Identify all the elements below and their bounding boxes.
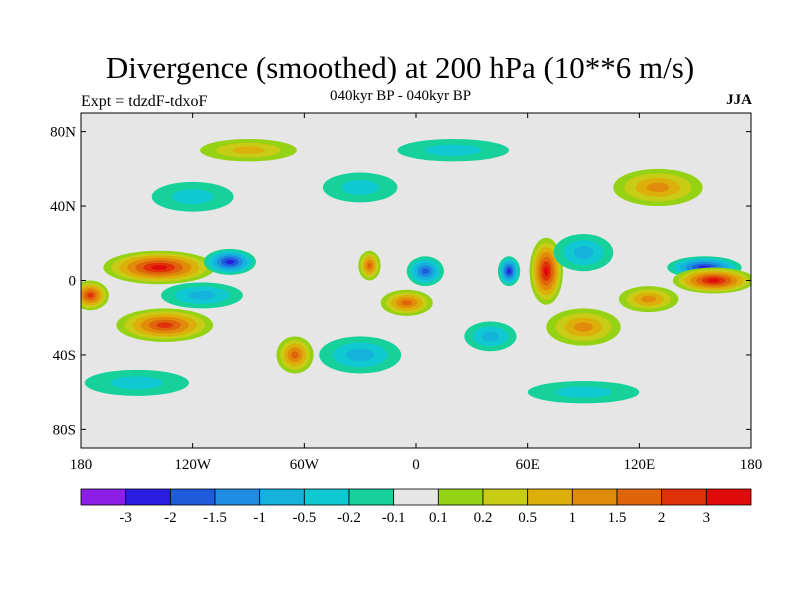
lon-tick-label: 60E [516,457,540,473]
divergence-contour-3-5 [225,259,235,265]
divergence-contour-2-5 [87,292,94,298]
colorbar-label: 0.5 [518,510,537,526]
colorbar-swatch [214,488,261,506]
divergence-contour-24-2 [232,146,265,154]
chart-title: Divergence (smoothed) at 200 hPa (10**6 … [105,50,695,85]
colorbar-swatch [482,488,529,506]
colorbar-swatch [125,488,171,506]
divergence-contour-23-1 [555,386,612,398]
lat-tick-label: 40N [50,199,76,215]
divergence-contour-22-1 [110,376,163,390]
colorbar-swatch [348,488,395,506]
divergence-contour-0-6 [151,265,168,270]
lon-tick-label: 120W [174,457,212,473]
colorbar-swatch [303,488,350,506]
colorbar-label: 1 [569,510,577,526]
colorbar-swatch [705,488,752,506]
colorbar-label: -0.1 [382,510,406,526]
divergence-contour-20-1 [172,189,214,205]
colorbar-label: -0.2 [337,510,361,526]
colorbar-swatch [616,488,663,506]
colorbar-label: -0.5 [292,510,316,526]
divergence-contour-6-4 [401,300,412,306]
lon-tick-label: 180 [740,457,763,473]
colorbar-label: -1 [253,510,266,526]
period-label: 040kyr BP - 040kyr BP [330,88,472,104]
divergence-contour-14-3 [574,322,593,332]
colorbar-label: 1.5 [608,510,627,526]
divergence-contour-7-4 [421,268,430,275]
divergence-contour-1-5 [156,322,173,328]
colorbar-label: -1.5 [203,510,227,526]
colorbar-label: 0.1 [429,510,448,526]
divergence-contour-12-6 [707,278,720,283]
colorbar-swatch [527,488,573,506]
divergence-contour-10-2 [573,246,594,259]
divergence-contour-18-3 [646,182,670,193]
experiment-label: Expt = tdzdF-tdxoF [81,93,208,110]
divergence-contour-9-6 [543,266,549,276]
lat-tick-label: 80N [50,125,76,141]
divergence-contour-4-2 [188,291,216,300]
lon-tick-label: 180 [70,457,93,473]
lat-tick-label: 80S [53,422,76,438]
colorbar-label: -2 [164,510,177,526]
colorbar-label: 0.2 [474,510,493,526]
divergence-contour-19-1 [341,180,379,195]
season-label: JJA [726,92,752,108]
divergence-contour-21-1 [425,144,482,156]
colorbar-label: 2 [658,510,666,526]
colorbar-label: -3 [119,510,132,526]
colorbar-swatch [259,488,305,506]
lon-tick-label: 120E [623,457,655,473]
divergence-contour-15-2 [481,331,500,342]
divergence-contour-5-4 [367,262,372,269]
colorbar-swatch [80,488,127,506]
lat-tick-label: 40S [53,348,76,364]
colorbar-swatch [393,488,439,506]
colorbar-swatch [571,488,618,506]
colorbar-swatch [437,488,484,506]
divergence-contour-17-2 [346,348,374,362]
lon-tick-label: 60W [290,457,320,473]
lon-tick-label: 0 [412,457,420,473]
divergence-contour-13-3 [641,295,657,303]
lat-tick-label: 0 [69,274,77,290]
divergence-contour-16-4 [291,351,299,359]
colorbar-label: 3 [703,510,711,526]
colorbar-swatch [169,488,216,506]
colorbar-swatch [661,488,707,506]
divergence-contour-8-5 [507,268,511,274]
